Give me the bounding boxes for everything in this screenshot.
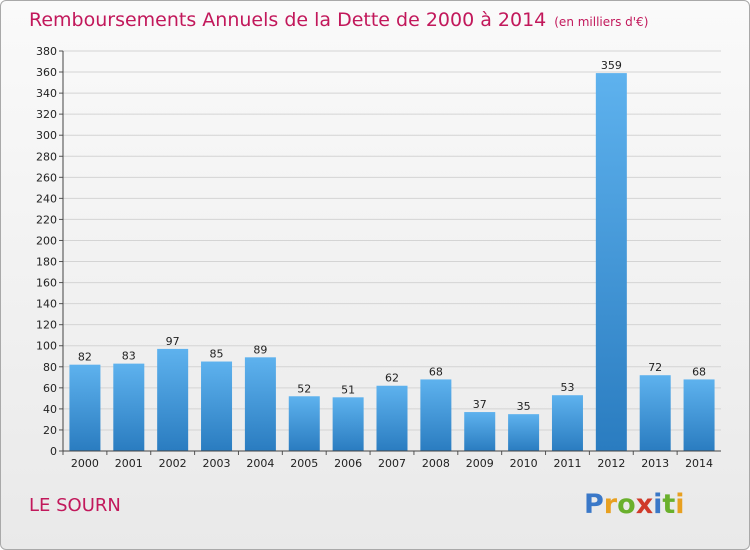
x-tick-label: 2009 xyxy=(466,457,494,470)
bar-value-label: 85 xyxy=(210,348,224,361)
bar-value-label: 53 xyxy=(560,381,574,394)
x-tick-label: 2013 xyxy=(641,457,669,470)
bar xyxy=(639,375,671,451)
x-tick-label: 2005 xyxy=(290,457,318,470)
y-tick-label: 300 xyxy=(36,129,57,142)
bar xyxy=(683,379,715,451)
logo-letter: P xyxy=(584,489,604,520)
bar-value-label: 72 xyxy=(648,361,662,374)
x-tick-label: 2010 xyxy=(510,457,538,470)
bar-value-label: 35 xyxy=(517,400,531,413)
x-tick-label: 2007 xyxy=(378,457,406,470)
bar xyxy=(332,397,364,451)
bars xyxy=(69,73,715,452)
bar xyxy=(157,348,189,451)
x-tick-label: 2002 xyxy=(159,457,187,470)
y-tick-label: 160 xyxy=(36,277,57,290)
y-tick-label: 0 xyxy=(50,445,57,458)
bar xyxy=(113,363,145,451)
y-tick-label: 100 xyxy=(36,340,57,353)
y-tick-label: 200 xyxy=(36,234,57,247)
x-tick-label: 2004 xyxy=(246,457,274,470)
y-tick-label: 40 xyxy=(43,403,57,416)
x-tick-label: 2012 xyxy=(597,457,625,470)
y-axis-ticks: 0 20 40 60 80 100 120 140 160 180 200 220 240 260 280 3… xyxy=(36,45,63,458)
x-tick-label: 2011 xyxy=(553,457,581,470)
x-tick-label: 2008 xyxy=(422,457,450,470)
bar-value-label: 83 xyxy=(122,350,136,363)
bar xyxy=(508,414,540,451)
logo-letter: i xyxy=(675,489,685,520)
bar xyxy=(464,412,496,451)
value-labels: 82 83 97 85 89 52 51 62 68 37 35 53 359 72 68 xyxy=(78,59,706,413)
axes xyxy=(62,51,721,452)
x-tick-label: 2014 xyxy=(685,457,713,470)
x-tick-label: 2006 xyxy=(334,457,362,470)
logo-letter: o xyxy=(617,489,636,520)
y-tick-label: 260 xyxy=(36,171,57,184)
y-tick-label: 240 xyxy=(36,192,57,205)
y-tick-label: 120 xyxy=(36,319,57,332)
chart-title-text: Remboursements Annuels de la Dette de 20… xyxy=(29,9,547,31)
commune-name: LE SOURN xyxy=(29,495,121,516)
y-tick-label: 380 xyxy=(36,45,57,58)
bar-value-label: 89 xyxy=(253,343,267,356)
logo-letter: i xyxy=(653,489,663,520)
y-tick-label: 80 xyxy=(43,361,57,374)
bar-value-label: 359 xyxy=(601,59,622,72)
y-tick-label: 220 xyxy=(36,213,57,226)
chart-subtitle: (en milliers d'€) xyxy=(554,15,649,29)
logo-letter: t xyxy=(662,489,676,520)
x-tick-label: 2000 xyxy=(71,457,99,470)
logo-letter: r xyxy=(603,489,618,520)
bar xyxy=(376,385,408,451)
chart-title: Remboursements Annuels de la Dette de 20… xyxy=(29,9,648,31)
bar-value-label: 82 xyxy=(78,351,92,364)
bar xyxy=(551,395,583,451)
bar xyxy=(244,357,276,451)
bar-value-label: 51 xyxy=(341,383,355,396)
y-tick-label: 140 xyxy=(36,298,57,311)
bar xyxy=(420,379,452,451)
bar-value-label: 62 xyxy=(385,372,399,385)
bar-value-label: 37 xyxy=(473,398,487,411)
logo-letter: x xyxy=(635,489,654,520)
y-tick-label: 60 xyxy=(43,382,57,395)
proxiti-logo: Proxiti xyxy=(584,489,685,520)
y-tick-label: 320 xyxy=(36,108,57,121)
y-tick-label: 180 xyxy=(36,256,57,269)
bar-value-label: 97 xyxy=(166,335,180,348)
y-tick-label: 340 xyxy=(36,87,57,100)
bar xyxy=(69,364,101,451)
bar-value-label: 52 xyxy=(297,382,311,395)
y-tick-label: 20 xyxy=(43,424,57,437)
bar xyxy=(595,73,627,452)
bar-value-label: 68 xyxy=(429,365,443,378)
bar xyxy=(288,396,320,451)
y-tick-label: 280 xyxy=(36,150,57,163)
y-tick-label: 360 xyxy=(36,66,57,79)
x-tick-label: 2001 xyxy=(115,457,143,470)
x-tick-label: 2003 xyxy=(203,457,231,470)
bar-value-label: 68 xyxy=(692,365,706,378)
x-axis-ticks: 2000 2001 2002 2003 2004 2005 2006 2007 2008 2009… xyxy=(62,451,713,470)
bar xyxy=(201,361,233,451)
